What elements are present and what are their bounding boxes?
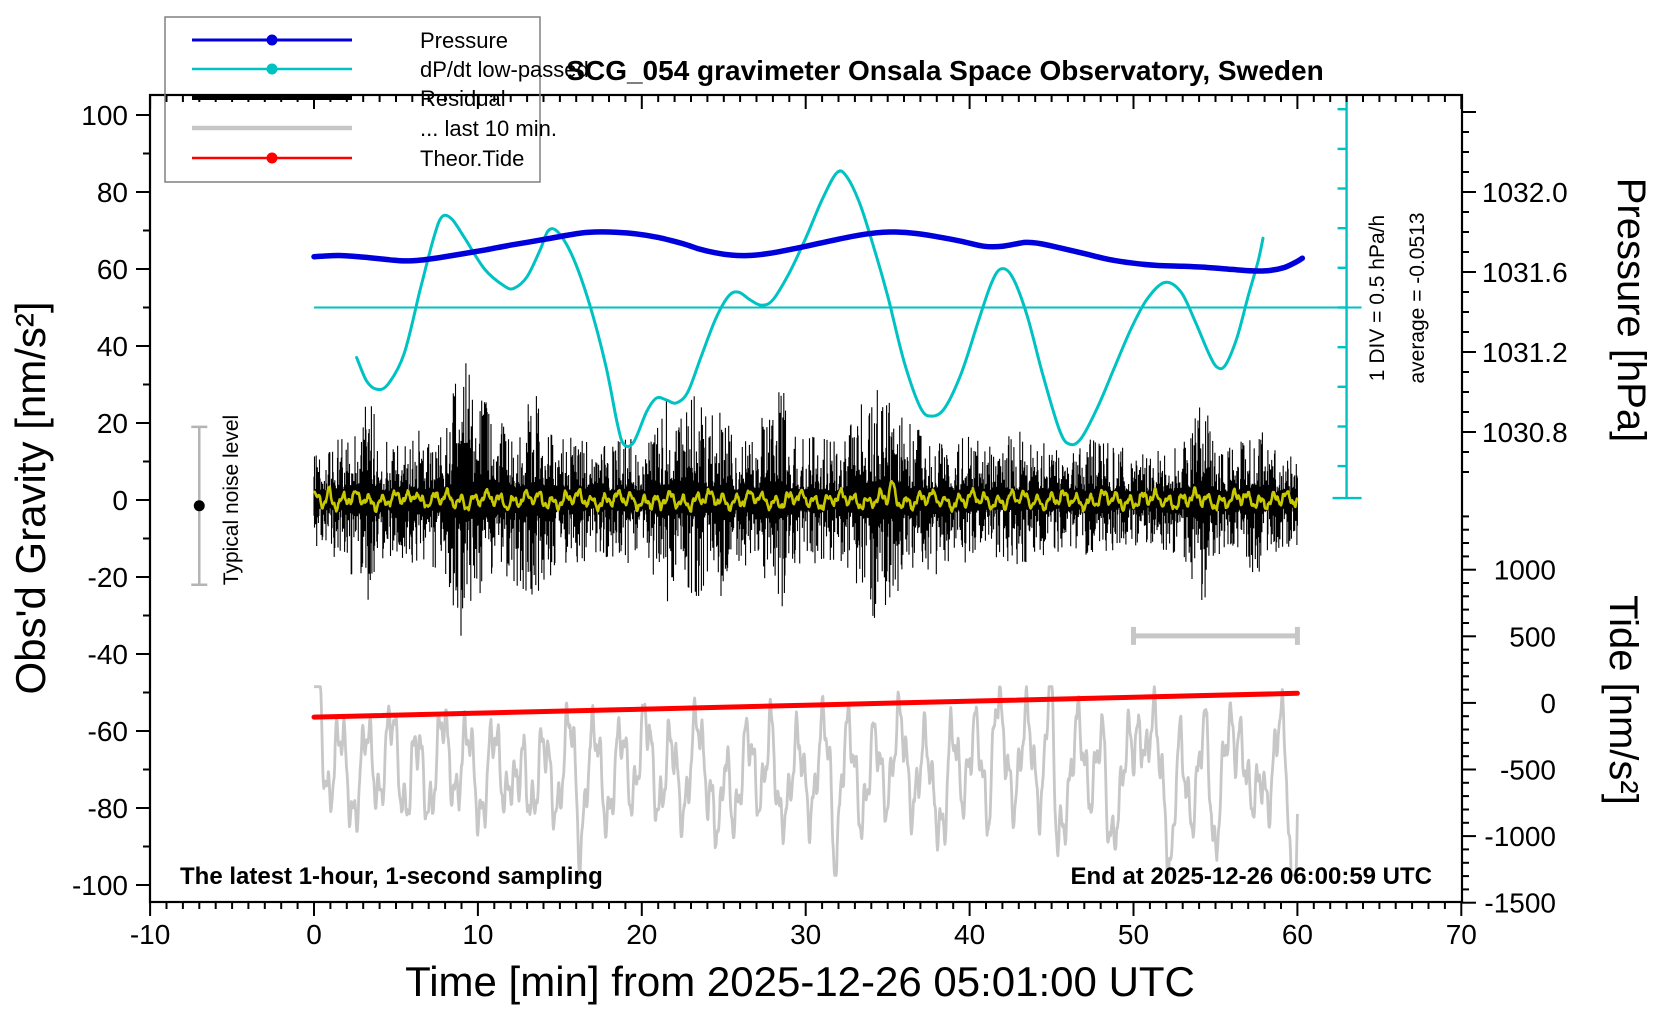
legend-label: ... last 10 min. xyxy=(420,116,557,141)
x-tick-label: 0 xyxy=(306,919,322,950)
series-residual-lowpassed xyxy=(313,480,1299,513)
tide-tick-label: -1500 xyxy=(1484,888,1556,919)
gravity-tick-label: 20 xyxy=(97,408,128,439)
x-tick-label: 10 xyxy=(462,919,493,950)
tide-tick-label: -500 xyxy=(1500,755,1556,786)
x-tick-label: -10 xyxy=(130,919,170,950)
pressure-tick-label: 1031.2 xyxy=(1482,337,1568,368)
tick-labels-group: -10 0 10 20 30 40 50 60 70100806040200-20-40-60-… xyxy=(72,100,1568,950)
x-tick-label: 50 xyxy=(1118,919,1149,950)
series-theor-tide xyxy=(311,690,1300,720)
chart-title: SCG_054 gravimeter Onsala Space Observat… xyxy=(566,55,1323,86)
pressure-tick-label: 1032.0 xyxy=(1482,177,1568,208)
gravity-tick-label: -60 xyxy=(88,716,128,747)
gravity-tick-label: 40 xyxy=(97,331,128,362)
legend-dot-sample xyxy=(266,63,278,75)
series-group xyxy=(311,169,1306,877)
div-scale-label: 1 DIV = 0.5 hPa/h xyxy=(1366,215,1389,381)
legend-label: Pressure xyxy=(420,28,508,53)
legend: Pressure dP/dt low-passed Residual ... last… xyxy=(164,16,589,183)
legend-label: dP/dt low-passed xyxy=(420,57,589,82)
noise-level-label: Typical noise level xyxy=(220,415,243,585)
x-tick-label: 30 xyxy=(790,919,821,950)
gravity-tick-label: -20 xyxy=(88,562,128,593)
x-tick-label: 60 xyxy=(1282,919,1313,950)
markers-group xyxy=(191,95,1362,645)
tide-tick-label: 500 xyxy=(1509,621,1556,652)
x-tick-label: 70 xyxy=(1446,919,1477,950)
gravity-tick-label: -80 xyxy=(88,793,128,824)
gravity-tick-label: 60 xyxy=(97,254,128,285)
x-axis-title: Time [min] from 2025-12-26 05:01:00 UTC xyxy=(405,958,1195,1005)
annotation-sampling: The latest 1-hour, 1-second sampling xyxy=(180,863,603,890)
y-axis-title-tide: Tide [nm/s²] xyxy=(1601,595,1645,805)
legend-dot-sample xyxy=(266,152,278,164)
legend-label: Theor.Tide xyxy=(420,146,524,171)
average-value-label: average = -0.0513 xyxy=(1406,212,1429,383)
pressure-tick-label: 1030.8 xyxy=(1482,417,1568,448)
tide-tick-label: -1000 xyxy=(1484,821,1556,852)
gravity-tick-label: -40 xyxy=(88,639,128,670)
axis-ticks-group xyxy=(136,95,1476,916)
noise-error-bar-dot xyxy=(193,500,205,512)
y-axis-title-pressure: Pressure [hPa] xyxy=(1609,178,1653,443)
series-dpdt xyxy=(355,169,1265,448)
legend-dot-sample xyxy=(266,34,278,46)
legend-label: Residual xyxy=(420,86,506,111)
tide-tick-label: 0 xyxy=(1540,688,1556,719)
gravity-tick-label: 80 xyxy=(97,177,128,208)
series-last-10-min xyxy=(313,685,1299,877)
legend-box xyxy=(164,16,541,183)
x-tick-label: 20 xyxy=(626,919,657,950)
gravity-tick-label: 0 xyxy=(112,485,128,516)
gravity-tick-label: -100 xyxy=(72,870,128,901)
plot-frame xyxy=(148,93,1464,904)
x-tick-label: 40 xyxy=(954,919,985,950)
annotation-end-time: End at 2025-12-26 06:00:59 UTC xyxy=(1071,863,1433,890)
tide-tick-label: 1000 xyxy=(1494,555,1556,586)
gravity-tick-label: 100 xyxy=(81,100,128,131)
pressure-tick-label: 1031.6 xyxy=(1482,257,1568,288)
series-pressure xyxy=(311,229,1306,274)
y-axis-title-gravity: Obs'd Gravity [nm/s²] xyxy=(7,301,54,694)
